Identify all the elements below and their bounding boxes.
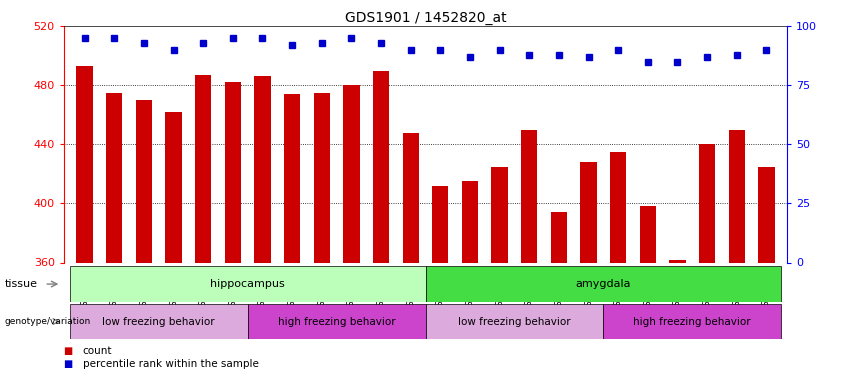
Bar (195, 75, 211, 262)
Bar (426, 266, 781, 302)
Text: ■: ■ (64, 346, 77, 356)
Text: GDS1901 / 1452820_at: GDS1901 / 1452820_at (345, 11, 506, 25)
Bar (343, 85, 359, 262)
Text: genotype/variation: genotype/variation (4, 317, 90, 326)
Bar (284, 94, 300, 262)
Bar (492, 166, 508, 262)
Text: high freezing behavior: high freezing behavior (277, 316, 396, 327)
Bar (699, 144, 716, 262)
Bar (432, 186, 448, 262)
Bar (426, 304, 603, 339)
Text: low freezing behavior: low freezing behavior (458, 316, 571, 327)
Bar (225, 82, 241, 262)
Text: high freezing behavior: high freezing behavior (633, 316, 751, 327)
Text: percentile rank within the sample: percentile rank within the sample (83, 359, 259, 369)
Text: count: count (83, 346, 112, 356)
Bar (254, 76, 271, 262)
Bar (70, 266, 425, 302)
Text: tissue: tissue (4, 279, 37, 289)
Bar (403, 132, 419, 262)
Bar (603, 304, 781, 339)
Bar (313, 93, 330, 262)
Bar (373, 70, 389, 262)
Bar (670, 260, 686, 262)
Bar (165, 112, 181, 262)
Bar (248, 304, 426, 339)
Bar (640, 206, 656, 262)
Bar (610, 152, 626, 262)
Bar (758, 166, 774, 262)
Text: low freezing behavior: low freezing behavior (102, 316, 215, 327)
Bar (551, 212, 567, 262)
Bar (728, 130, 745, 262)
Bar (77, 66, 93, 262)
Bar (462, 181, 478, 262)
Bar (580, 162, 597, 262)
Bar (135, 100, 152, 262)
Bar (521, 130, 538, 262)
Text: hippocampus: hippocampus (210, 279, 285, 289)
Bar (70, 304, 248, 339)
Text: ■: ■ (64, 359, 77, 369)
Text: amygdala: amygdala (575, 279, 631, 289)
Bar (106, 93, 123, 262)
